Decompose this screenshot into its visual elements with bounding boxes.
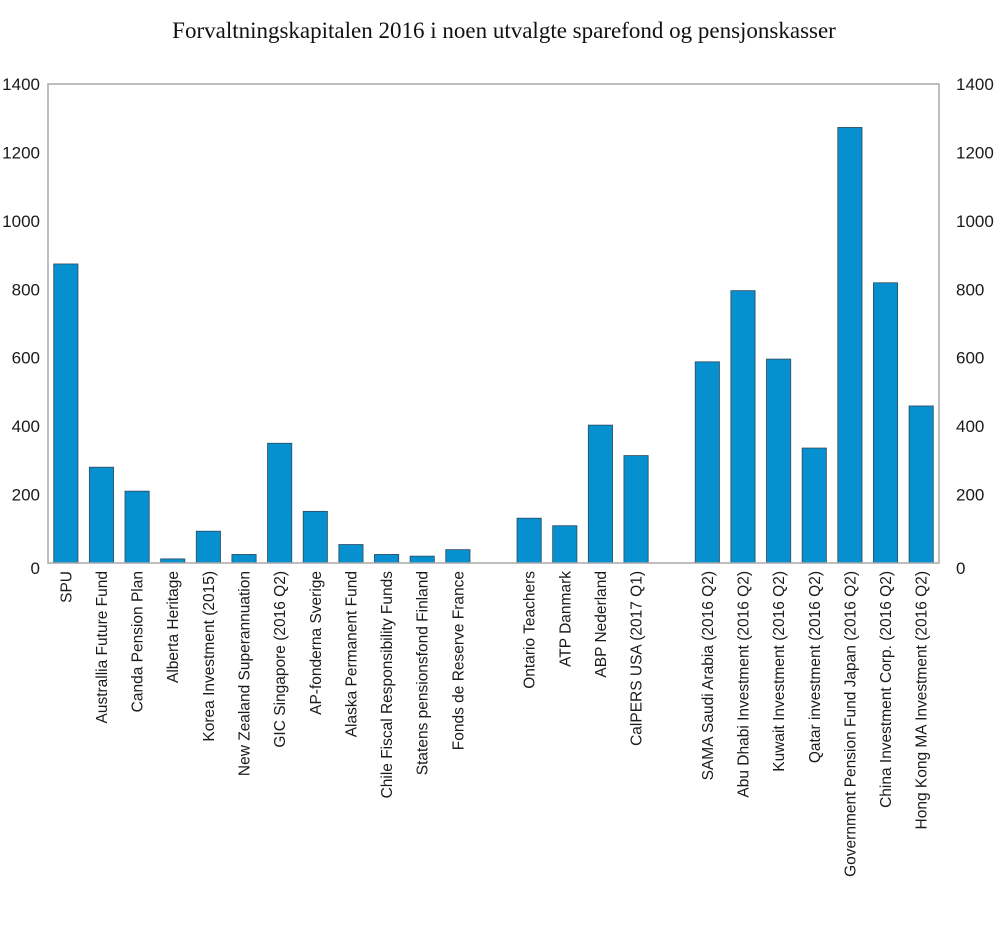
x-tick-label: Alaska Permanent Fund (343, 571, 360, 737)
x-tick-label: Hong Kong MA Investment (2016 Q2) (914, 571, 931, 829)
x-tick-label: Canda Pension Plan (130, 571, 147, 712)
x-tick-label: Qatar investment (2016 Q2) (807, 571, 824, 763)
bar (302, 510, 328, 564)
bar (694, 361, 720, 564)
bar (801, 447, 827, 564)
x-tick-label: Korea Investment (2015) (201, 571, 218, 742)
x-tick-label: SAMA Saudi Arabia (2016 Q2) (700, 571, 717, 780)
bars-layer (53, 127, 934, 564)
x-tick-label: Kuwait Investment (2016 Q2) (771, 571, 788, 772)
bar (552, 525, 578, 564)
x-tick-label: Fonds de Reserve France (450, 571, 467, 750)
y-tick-label-left: 800 (12, 280, 40, 299)
y-tick-label-left: 1000 (2, 212, 40, 231)
bar (88, 466, 114, 564)
y-tick-label-right: 600 (956, 349, 984, 368)
bar (587, 424, 613, 564)
y-tick-label-left: 1400 (2, 75, 40, 94)
bar (766, 358, 792, 564)
x-tick-label: ATP Danmark (557, 571, 574, 667)
x-tick-label: Chile Fiscal Responsibility Funds (379, 571, 396, 799)
x-tick-label: ABP Nederland (593, 571, 610, 678)
y-tick-label-right: 1400 (956, 75, 994, 94)
x-tick-label: China Investment Corp. (2016 Q2) (878, 571, 895, 808)
bar (231, 554, 257, 564)
x-tick-label: AP-fonderna Sverige (308, 571, 325, 715)
bar (409, 555, 435, 564)
y-tick-label-right: 400 (956, 417, 984, 436)
bar (623, 455, 649, 564)
y-tick-label-left: 1200 (2, 143, 40, 162)
x-tick-label: Ontario Teachers (522, 571, 539, 689)
y-tick-label-left: 0 (31, 559, 40, 578)
x-axis-labels: SPU Australlia Future Fund Canda Pension P… (58, 571, 930, 877)
x-tick-label: New Zealand Superannuation (237, 571, 254, 776)
chart-title: Forvaltningskapitalen 2016 i noen utvalg… (172, 18, 836, 43)
bar (873, 282, 899, 564)
bar (53, 263, 79, 564)
y-tick-label-left: 400 (12, 417, 40, 436)
x-tick-label: Abu Dhabi Investment (2016 Q2) (735, 571, 752, 798)
bar (267, 442, 293, 564)
bar (338, 544, 364, 564)
y-axis-right: 0 200 400 600 800 1000 1200 1400 (956, 75, 994, 578)
x-tick-label: Alberta Heritage (165, 571, 182, 683)
y-tick-label-right: 0 (956, 559, 965, 578)
bar (837, 127, 863, 564)
y-tick-label-right: 800 (956, 280, 984, 299)
bar (908, 405, 934, 564)
bar (374, 554, 400, 564)
x-tick-label: Australlia Future Fund (94, 571, 111, 724)
x-tick-label: GIC Singapore (2016 Q2) (272, 571, 289, 748)
plot-frame (47, 83, 940, 564)
bar (124, 490, 150, 564)
x-tick-label: SPU (58, 571, 75, 603)
y-tick-label-right: 1200 (956, 143, 994, 162)
y-tick-label-right: 1000 (956, 212, 994, 231)
x-tick-label: CalPERS USA (2017 Q1) (629, 571, 646, 746)
y-tick-label-right: 200 (956, 486, 984, 505)
x-tick-label: Government Pension Fund Japan (2016 Q2) (842, 571, 859, 877)
y-tick-label-left: 200 (12, 486, 40, 505)
bar (195, 530, 221, 564)
bar (445, 549, 471, 564)
y-tick-label-left: 600 (12, 349, 40, 368)
bar (516, 517, 542, 564)
x-tick-label: Statens pensionsfond Finland (415, 571, 432, 775)
bar (730, 290, 756, 564)
y-axis-left: 0 200 400 600 800 1000 1200 1400 (2, 75, 40, 578)
